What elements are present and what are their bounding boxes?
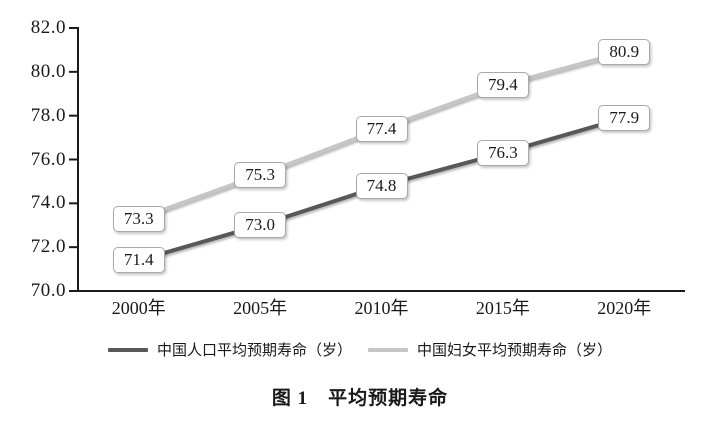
data-label: 77.4: [355, 115, 408, 142]
x-tick-label: 2020年: [597, 298, 652, 318]
x-tick-label: 2015年: [475, 298, 530, 318]
legend-label-women: 中国妇女平均预期寿命（岁）: [417, 343, 613, 359]
y-tick-label: 80.0: [30, 60, 66, 82]
x-tick-label: 2005年: [233, 298, 288, 318]
legend-item-population: 中国人口平均预期寿命（岁）: [107, 339, 352, 360]
chart-title: 图 1 平均预期寿命: [271, 388, 449, 409]
data-label: 79.4: [476, 71, 529, 98]
data-label: 76.3: [476, 139, 529, 166]
legend-item-women: 中国妇女平均预期寿命（岁）: [368, 339, 612, 360]
data-label: 80.9: [598, 39, 651, 66]
y-tick-label: 76.0: [30, 148, 66, 170]
data-label: 77.9: [598, 104, 651, 131]
legend-swatch-women-line: [368, 347, 408, 352]
y-tick-label: 70.0: [30, 280, 66, 301]
x-tick-label: 2010年: [354, 298, 409, 318]
legend-swatch-population-line: [107, 347, 148, 352]
legend-label-population: 中国人口平均预期寿命（岁）: [156, 343, 352, 359]
data-label: 73.0: [234, 212, 287, 239]
y-tick-label: 72.0: [30, 236, 66, 258]
legend: 中国人口平均预期寿命（岁） 中国妇女平均预期寿命（岁）: [0, 339, 720, 360]
y-tick-label: 74.0: [30, 192, 66, 214]
data-label: 71.4: [112, 247, 165, 274]
y-tick-label: 82.0: [30, 17, 66, 38]
data-label: 73.3: [112, 205, 165, 232]
y-tick-label: 78.0: [30, 104, 66, 126]
data-label: 75.3: [234, 161, 287, 188]
data-label: 74.8: [355, 172, 408, 199]
x-tick-label: 2000年: [111, 298, 166, 318]
